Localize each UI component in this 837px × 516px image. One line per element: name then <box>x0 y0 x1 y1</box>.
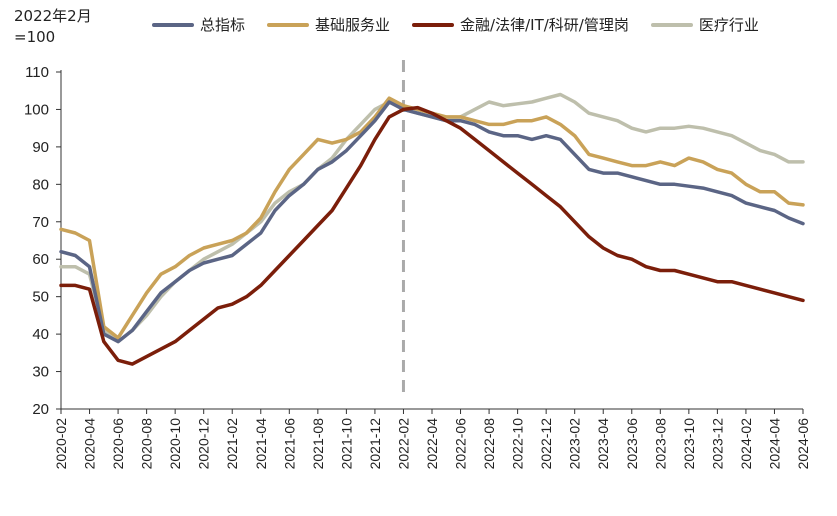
y-tick-label: 100 <box>24 101 49 118</box>
x-tick-label: 2022-06 <box>453 418 469 470</box>
legend-swatch-professional <box>412 22 455 27</box>
series-line-1 <box>59 96 805 340</box>
legend: 总指标 基础服务业 金融/法律/IT/科研/管理岗 医疗行业 <box>152 14 781 35</box>
series-line-2 <box>59 105 805 366</box>
x-tick-label: 2024-06 <box>795 418 811 470</box>
x-tick-label: 2020-08 <box>139 418 155 470</box>
x-tick-label: 2022-10 <box>510 418 526 470</box>
x-tick-label: 2020-12 <box>196 418 212 470</box>
y-tick-label: 80 <box>32 176 49 193</box>
legend-item-healthcare: 医疗行业 <box>650 14 759 35</box>
x-tick-label: 2021-10 <box>338 418 354 470</box>
x-tick-label: 2023-06 <box>624 418 640 470</box>
x-tick-label: 2021-02 <box>224 418 240 470</box>
x-tick-label: 2022-04 <box>424 418 440 470</box>
x-tick-label: 2021-12 <box>367 418 383 470</box>
x-tick-label: 2022-12 <box>538 418 554 470</box>
x-tick-label: 2024-02 <box>738 418 754 470</box>
y-tick-label: 20 <box>32 401 49 418</box>
legend-label-basic-services: 基础服务业 <box>315 16 391 34</box>
series-line-3 <box>59 92 805 344</box>
y-tick-label: 50 <box>32 289 49 306</box>
y-unit-line1: 2022年2月 <box>14 7 92 25</box>
legend-swatch-total <box>152 22 194 27</box>
y-unit-line2: =100 <box>14 28 56 46</box>
x-tick-label: 2024-04 <box>766 418 782 470</box>
x-tick-label: 2023-08 <box>652 418 668 470</box>
x-tick-label: 2021-06 <box>281 418 297 470</box>
x-tick-label: 2021-04 <box>253 418 269 470</box>
x-tick-label: 2023-10 <box>681 418 697 470</box>
y-tick-label: 70 <box>32 214 49 231</box>
x-tick-label: 2020-02 <box>53 418 69 470</box>
x-tick-label: 2020-10 <box>167 418 183 470</box>
legend-swatch-basic-services <box>267 22 310 27</box>
x-tick-label: 2022-02 <box>395 418 411 470</box>
legend-item-basic-services: 基础服务业 <box>267 14 390 35</box>
y-unit-label: 2022年2月 =100 <box>14 6 92 48</box>
x-tick-label: 2023-04 <box>595 418 611 470</box>
x-tick-label: 2023-02 <box>567 418 583 470</box>
y-tick-label: 90 <box>32 139 49 156</box>
x-tick-label: 2021-08 <box>310 418 326 470</box>
legend-item-professional: 金融/法律/IT/科研/管理岗 <box>412 14 629 35</box>
legend-label-total: 总指标 <box>200 16 246 34</box>
x-tick-label: 2023-12 <box>709 418 725 470</box>
y-tick-label: 40 <box>32 326 49 343</box>
legend-item-total: 总指标 <box>152 14 245 35</box>
legend-label-healthcare: 医疗行业 <box>698 16 759 34</box>
y-tick-label: 30 <box>32 364 49 381</box>
y-tick-label: 60 <box>32 251 49 268</box>
x-tick-label: 2020-06 <box>110 418 126 470</box>
legend-swatch-healthcare <box>650 22 693 27</box>
x-tick-label: 2020-04 <box>82 418 98 470</box>
x-tick-label: 2022-08 <box>481 418 497 470</box>
legend-label-professional: 金融/法律/IT/科研/管理岗 <box>460 16 629 34</box>
series-line-0 <box>59 100 805 344</box>
y-tick-label: 110 <box>25 64 49 81</box>
